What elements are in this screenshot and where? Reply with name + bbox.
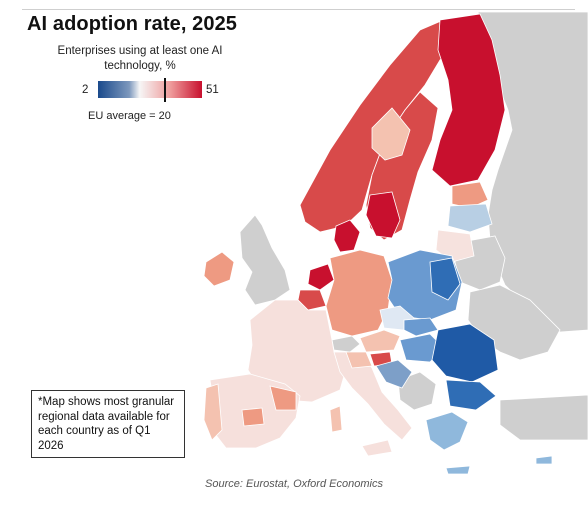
netherlands-region (307, 263, 335, 291)
map-title: AI adoption rate, 2025 (27, 13, 238, 35)
finland-region (431, 13, 506, 187)
legend-max-value: 51 (206, 84, 219, 96)
legend-caption: Enterprises using at least one AI techno… (57, 45, 223, 72)
balkans-region (397, 371, 437, 411)
croatia-region (375, 359, 413, 389)
switzerland-region (331, 335, 361, 353)
legend-eu-average-tick (164, 78, 166, 102)
sweden-south-region (365, 191, 401, 239)
greece-region (425, 411, 469, 451)
austria-region (359, 329, 401, 353)
sicily-region (361, 439, 393, 457)
source-line: Source: Eurostat, Oxford Economics (205, 478, 383, 490)
italy-north-region (345, 351, 373, 369)
latvia-region (447, 203, 493, 233)
romania-region (431, 323, 499, 383)
bulgaria-region (445, 379, 497, 411)
lithuania-region (435, 229, 475, 263)
poland-east-region (429, 257, 461, 301)
ireland-region (203, 251, 235, 287)
top-rule (22, 9, 575, 10)
spain-madrid-region (241, 407, 265, 427)
crete-region (445, 465, 471, 475)
portugal-region (203, 383, 223, 441)
legend-scale: 2 51 (82, 78, 232, 102)
spain-catalonia-region (269, 385, 297, 411)
denmark-region (333, 219, 361, 253)
belgium-region (297, 289, 327, 311)
sardinia-region (329, 405, 343, 433)
cyprus-region (535, 455, 553, 465)
legend-eu-average-label: EU average = 20 (88, 110, 171, 122)
turkey-region (499, 394, 588, 441)
uk-region (239, 214, 291, 306)
germany-region (325, 249, 393, 337)
sweden-north-region (371, 107, 411, 161)
legend-min-value: 2 (82, 84, 89, 96)
slovakia-region (403, 317, 439, 337)
legend-gradient-bar (98, 78, 202, 102)
map-footnote: *Map shows most granular regional data a… (31, 390, 185, 458)
